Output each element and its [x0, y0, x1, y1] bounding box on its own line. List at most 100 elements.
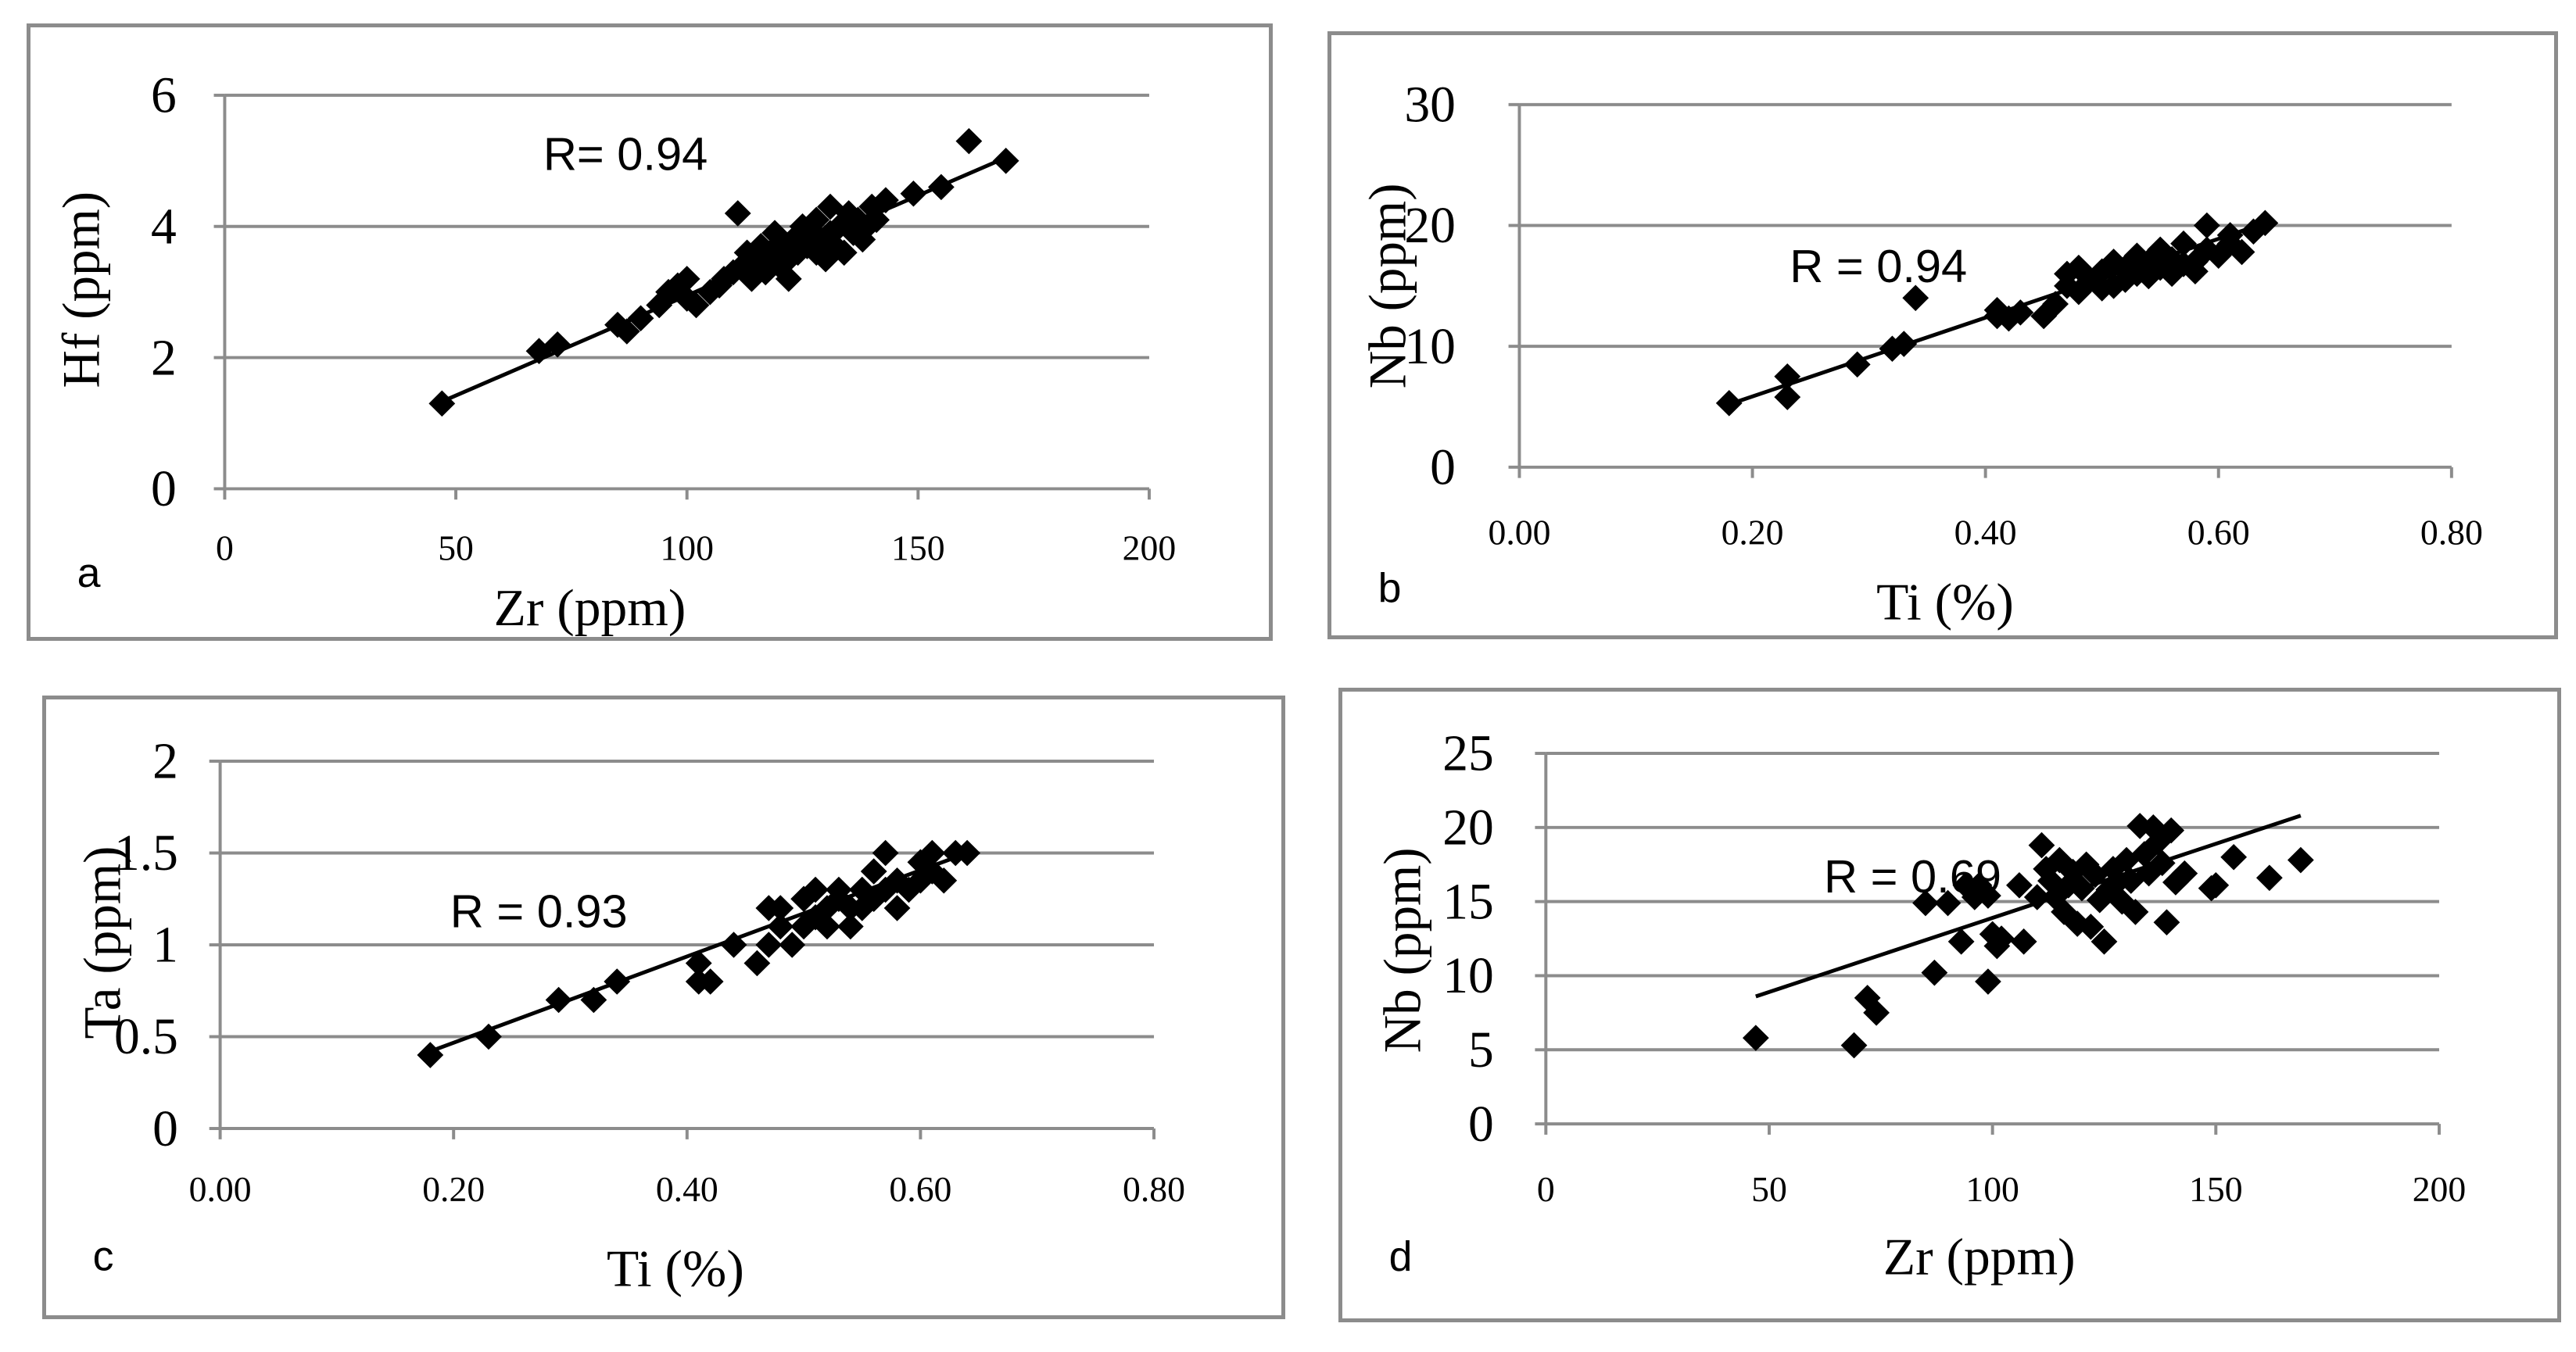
- x-tick-label-d: 150: [2189, 1169, 2243, 1209]
- x-tick-label-d: 100: [1965, 1169, 2019, 1209]
- y-axis-title-b: Nb (ppm): [1358, 183, 1417, 388]
- data-point-b: [2065, 278, 2092, 306]
- data-point-b: [2065, 254, 2092, 281]
- x-tick-label-a: 150: [891, 528, 945, 567]
- data-point-a: [627, 305, 654, 332]
- data-point-c: [604, 968, 631, 995]
- data-point-a: [428, 390, 456, 417]
- data-point-c: [755, 932, 783, 958]
- y-tick-label-b: 20: [1404, 198, 1456, 254]
- data-point-a: [808, 226, 835, 253]
- data-point-a: [900, 180, 927, 207]
- data-point-a: [803, 206, 830, 234]
- data-point-d: [2287, 846, 2314, 874]
- chart-c-svg: 0.00 0.20 0.40 0.60 0.80 0 0.5 1 1.5 2 R = 0.93 Ti …: [73, 734, 1185, 1298]
- data-point-a: [673, 266, 700, 292]
- x-tick-label-c: 0.20: [422, 1169, 485, 1209]
- x-tick-label-c: 0.80: [1123, 1169, 1185, 1209]
- y-tick-label-c: 2: [152, 734, 178, 790]
- panel-label-c: c: [93, 1234, 114, 1280]
- data-point-c: [837, 913, 864, 940]
- y-tick-label-d: 25: [1442, 726, 1494, 782]
- data-point-c: [919, 839, 946, 867]
- x-tick-label-a: 100: [660, 528, 714, 567]
- y-tick-label-b: 10: [1404, 319, 1456, 375]
- data-point-d: [2069, 875, 2095, 902]
- y-tick-label-a: 4: [151, 199, 177, 256]
- data-point-b: [1902, 284, 1929, 312]
- data-point-d: [2153, 909, 2180, 935]
- x-axis-title-b: Ti (%): [1876, 572, 2014, 631]
- data-point-d: [1988, 925, 2015, 952]
- data-point-c: [872, 839, 899, 867]
- data-point-c: [860, 885, 887, 913]
- x-tick-label-c: 0.60: [889, 1169, 951, 1209]
- y-tick-label-a: 6: [151, 68, 177, 124]
- y-tick-label-c: 1: [152, 917, 178, 974]
- data-point-a: [544, 331, 571, 358]
- y-tick-label-d: 10: [1442, 948, 1494, 1004]
- data-point-b: [1715, 390, 1743, 417]
- data-point-b: [2135, 263, 2162, 290]
- x-tick-label-d: 50: [1751, 1169, 1787, 1209]
- data-point-d: [2135, 860, 2162, 887]
- x-tick-label-a: 0: [216, 528, 234, 567]
- data-point-c: [720, 932, 747, 958]
- y-tick-label-b: 0: [1430, 440, 1456, 496]
- y-tick-label-c: 0: [152, 1101, 178, 1157]
- data-point-a: [863, 206, 890, 234]
- data-point-b: [2135, 249, 2162, 275]
- r-annotation-d: R = 0.69: [1824, 850, 2001, 903]
- x-axis-title-d: Zr (ppm): [1883, 1228, 2076, 1286]
- data-point-d: [2028, 832, 2055, 859]
- data-point-d: [2220, 843, 2248, 871]
- data-point-d: [1975, 968, 2001, 995]
- y-tick-label-a: 2: [151, 330, 177, 386]
- data-point-c: [779, 932, 806, 958]
- y-tick-label-d: 20: [1442, 800, 1494, 857]
- data-point-b: [2216, 222, 2244, 249]
- data-point-c: [580, 986, 607, 1014]
- x-tick-label-b: 0.20: [1722, 513, 1784, 553]
- x-tick-label-a: 200: [1123, 528, 1177, 567]
- chart-panel-b: 0.00 0.20 0.40 0.60 0.80 0 10 20 30 R = 0.94 Ti (%…: [1327, 31, 2558, 639]
- data-point-b: [1774, 384, 1801, 410]
- r-annotation-c: R = 0.93: [450, 885, 628, 937]
- y-axis-title-c: Ta (ppm): [73, 846, 131, 1039]
- x-tick-label-b: 0.80: [2420, 513, 2483, 553]
- data-point-d: [1934, 889, 1962, 917]
- data-point-d: [1742, 1025, 1769, 1051]
- data-point-d: [1912, 889, 1939, 917]
- data-point-c: [475, 1023, 502, 1050]
- r-annotation-a: R= 0.94: [543, 128, 708, 181]
- data-point-b: [2182, 258, 2209, 285]
- data-point-a: [992, 148, 1019, 174]
- data-point-d: [1921, 959, 1948, 986]
- data-point-d: [1952, 871, 1979, 899]
- data-point-c: [930, 867, 958, 894]
- x-axis-title-a: Zr (ppm): [494, 578, 686, 637]
- trendline-d: [1755, 814, 2302, 999]
- data-point-d: [2077, 914, 2105, 940]
- data-point-c: [814, 913, 840, 940]
- data-point-b: [1890, 331, 1918, 357]
- chart-panel-a: 0 50 100 150 200 0 2 4 6 R= 0.94 Zr (ppm) Hf (ppm) a: [27, 23, 1273, 641]
- x-tick-label-b: 0.40: [1954, 513, 2017, 553]
- y-tick-label-c: 0.5: [114, 1009, 178, 1065]
- data-point-a: [779, 226, 807, 253]
- chart-d-svg: 0 50 100 150 200 0 5 10 15 20 25 R = 0.69 Zr (ppm) Nb…: [1373, 726, 2466, 1286]
- chart-panel-d: 0 50 100 150 200 0 5 10 15 20 25 R = 0.69 Zr (ppm) Nb…: [1338, 688, 2561, 1322]
- x-axis-title-c: Ti (%): [607, 1239, 744, 1298]
- chart-b-svg: 0.00 0.20 0.40 0.60 0.80 0 10 20 30 R = 0.94 Ti (%…: [1358, 77, 2483, 631]
- data-point-b: [2088, 258, 2116, 285]
- data-point-a: [775, 266, 802, 292]
- panel-label-d: d: [1389, 1234, 1413, 1280]
- data-point-d: [2046, 846, 2073, 874]
- data-point-d: [1840, 1032, 1868, 1059]
- y-tick-label-a: 0: [151, 461, 177, 517]
- data-point-c: [417, 1042, 444, 1068]
- data-point-a: [955, 127, 983, 155]
- y-tick-label-d: 5: [1468, 1022, 1494, 1078]
- data-point-d: [2148, 849, 2176, 877]
- data-point-b: [2088, 275, 2116, 302]
